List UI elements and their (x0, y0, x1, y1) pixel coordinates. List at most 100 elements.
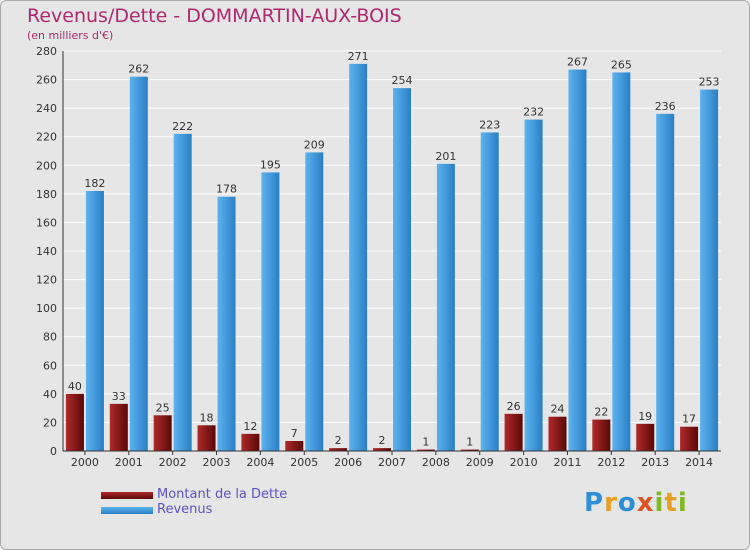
axes (62, 51, 721, 455)
y-tick-label: 280 (36, 45, 57, 58)
y-tick-label: 100 (36, 302, 57, 315)
y-tick-label: 60 (43, 359, 57, 372)
y-tick-label: 40 (43, 388, 57, 401)
bar-revenus-2008 (436, 163, 455, 451)
x-tick-label: 2001 (115, 456, 143, 469)
value-label: 12 (243, 420, 257, 433)
x-tick-label: 2006 (334, 456, 362, 469)
y-tick-label: 260 (36, 74, 57, 87)
x-tick-label: 2007 (378, 456, 406, 469)
bar-dette-2013 (636, 423, 655, 451)
value-label: 195 (260, 158, 281, 171)
bar-revenus-2001 (129, 76, 148, 451)
value-label: 7 (291, 427, 298, 440)
x-tick-label: 2013 (641, 456, 669, 469)
bar-dette-2000 (65, 393, 84, 451)
y-tick-label: 220 (36, 131, 57, 144)
value-label: 232 (523, 106, 544, 119)
value-label: 271 (348, 50, 369, 63)
bar-revenus-2003 (217, 196, 236, 451)
x-tick-label: 2011 (553, 456, 581, 469)
bar-revenus-2000 (85, 191, 104, 451)
bar-revenus-2009 (480, 132, 499, 451)
brand-letter: x (636, 488, 655, 518)
bar-dette-2009 (460, 449, 479, 451)
bar-revenus-2006 (349, 63, 368, 451)
x-tick-label: 2002 (159, 456, 187, 469)
bar-revenus-2005 (305, 152, 324, 451)
value-label: 253 (699, 76, 720, 89)
x-tick-label: 2005 (290, 456, 318, 469)
bar-dette-2003 (197, 425, 216, 451)
bar-dette-2010 (504, 413, 523, 451)
bar-dette-2007 (373, 448, 391, 451)
brand-letter: i (654, 488, 665, 518)
bar-dette-2002 (153, 415, 172, 451)
bars (65, 63, 719, 452)
chart-subtitle: (en milliers d'€) (27, 29, 114, 42)
value-label: 222 (172, 120, 193, 133)
y-tick-label: 140 (36, 245, 57, 258)
y-axis-ticks: 0 20 40 60 80 100 120 140 160 180 200 220 240 260 280 (36, 45, 57, 458)
value-label: 22 (594, 406, 608, 419)
bar-dette-2001 (109, 403, 128, 451)
y-tick-label: 0 (50, 445, 57, 458)
bar-dette-2012 (592, 419, 611, 451)
legend-label-revenus: Revenus (157, 502, 213, 517)
value-label: 25 (156, 401, 170, 414)
bar-revenus-2011 (568, 69, 587, 452)
value-label: 17 (682, 413, 696, 426)
value-label: 40 (68, 380, 82, 393)
bar-dette-2014 (680, 426, 699, 451)
y-tick-label: 20 (43, 416, 57, 429)
x-tick-label: 2004 (246, 456, 274, 469)
value-label: 26 (507, 400, 521, 413)
y-tick-label: 180 (36, 188, 57, 201)
x-tick-label: 2009 (466, 456, 494, 469)
value-label: 223 (479, 118, 500, 131)
brand-letter: o (617, 488, 637, 518)
bar-dette-2006 (329, 448, 348, 451)
y-tick-label: 200 (36, 159, 57, 172)
grid-lines (63, 50, 721, 452)
brand-letter: r (604, 488, 618, 518)
brand-logo: Proxiti (584, 488, 688, 518)
value-label: 2 (379, 434, 386, 447)
value-label: 209 (304, 138, 325, 151)
value-label: 182 (84, 177, 105, 190)
chart-title: Revenus/Dette - DOMMARTIN-AUX-BOIS (27, 5, 402, 27)
x-tick-label: 2008 (422, 456, 450, 469)
legend-label-dette: Montant de la Dette (157, 487, 288, 502)
x-tick-label: 2012 (597, 456, 625, 469)
bar-dette-2005 (285, 441, 304, 451)
bar-revenus-2014 (700, 89, 719, 452)
value-labels: 40 182 33 262 25 222 18 178 12 195 7 209 2 271 2 254 1 20… (68, 50, 720, 449)
y-tick-label: 240 (36, 102, 57, 115)
legend-swatch-revenus (101, 507, 153, 514)
x-axis-ticks: 2000 2001 2002 2003 2004 2005 2006 2007 2008 2009… (71, 456, 713, 469)
bar-dette-2004 (241, 433, 260, 451)
brand-letter: i (677, 488, 688, 518)
value-label: 1 (466, 436, 473, 449)
y-tick-label: 120 (36, 274, 57, 287)
bar-dette-2008 (416, 449, 435, 451)
value-label: 265 (611, 58, 632, 71)
value-label: 18 (200, 411, 214, 424)
x-tick-label: 2010 (510, 456, 538, 469)
brand-letter: t (664, 488, 678, 518)
value-label: 267 (567, 56, 588, 69)
value-label: 2 (335, 434, 342, 447)
bar-revenus-2013 (656, 113, 675, 451)
value-label: 1 (422, 436, 429, 449)
bar-revenus-2004 (261, 172, 280, 451)
bar-revenus-2012 (612, 72, 631, 451)
value-label: 262 (128, 63, 149, 76)
value-label: 236 (655, 100, 676, 113)
x-tick-label: 2003 (203, 456, 231, 469)
y-tick-label: 80 (43, 331, 57, 344)
bar-revenus-2007 (393, 88, 411, 452)
value-label: 33 (112, 390, 126, 403)
value-label: 19 (638, 410, 652, 423)
